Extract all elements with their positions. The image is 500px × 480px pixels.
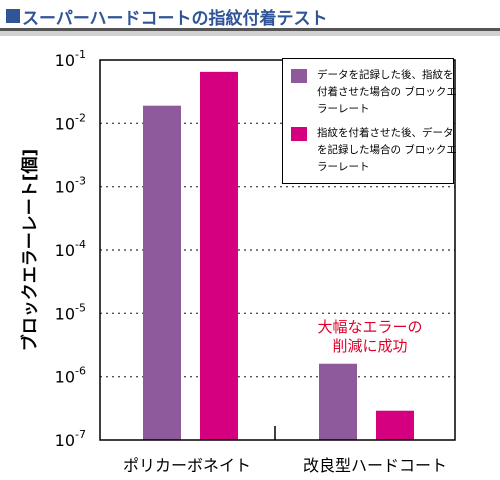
- annotation-line-2: 削減に成功: [332, 337, 408, 355]
- y-tick-label: 10-1: [55, 48, 86, 70]
- chart-annotation: 大幅なエラーの 削減に成功: [317, 318, 422, 356]
- page-title: スーパーハードコートの指紋付着テスト: [22, 9, 328, 29]
- category-label-improved-hardcoat: 改良型ハードコート: [302, 456, 448, 475]
- bar-1-2: [319, 363, 357, 440]
- y-tick-label: 10-3: [55, 175, 86, 197]
- bar-1-1: [143, 105, 181, 440]
- y-tick-label: 10-5: [55, 301, 86, 323]
- y-tick-label: 10-4: [55, 238, 86, 260]
- y-tick-label: 10-6: [55, 365, 86, 387]
- legend-text-1: データを記録した後、指紋を付着させた場合の ブロックエラーレート: [317, 69, 457, 115]
- legend-text-2: 指紋を付着させた後、データを記録した場合の ブロックエラーレート: [317, 127, 457, 173]
- page-header: スーパーハードコートの指紋付着テスト: [0, 0, 500, 36]
- bar-2-2: [376, 410, 414, 440]
- annotation-line-1: 大幅なエラーの: [317, 318, 423, 336]
- title-square-icon: [6, 9, 20, 23]
- legend-swatch-magenta: [291, 127, 307, 141]
- title-rule: [0, 28, 500, 31]
- title-rule-shadow: [0, 31, 500, 36]
- plot-frame: [99, 59, 456, 441]
- y-tick-label: 10-7: [55, 428, 86, 450]
- category-label-polycarbonate: ポリカーボネイト: [122, 456, 252, 475]
- bar-2-1: [200, 71, 238, 441]
- y-tick-label: 10-2: [55, 111, 86, 133]
- legend: データを記録した後、指紋を付着させた場合の ブロックエラーレート 指紋を付着させ…: [282, 58, 457, 184]
- legend-swatch-purple: [291, 69, 307, 83]
- y-axis-label: ブロックエラーレート[個]: [20, 148, 41, 352]
